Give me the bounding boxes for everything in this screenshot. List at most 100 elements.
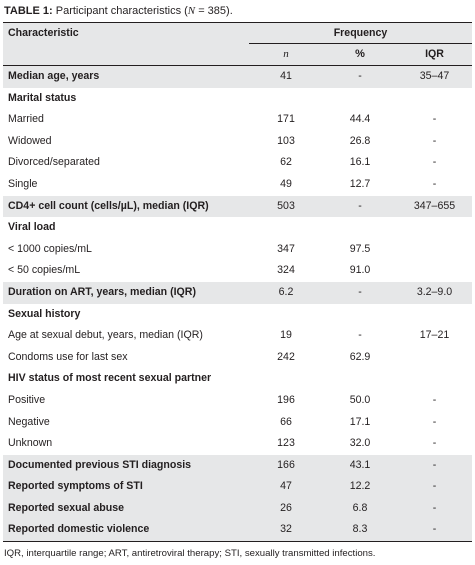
row-n: 47 <box>249 476 323 498</box>
row-n: 242 <box>277 350 295 363</box>
row-percent <box>323 368 397 390</box>
row-percent: 8.3 <box>323 519 397 543</box>
row-label: Positive <box>8 393 46 406</box>
header-frequency: Frequency <box>249 22 472 44</box>
row-n: 41 <box>249 65 323 88</box>
row-label: Unknown <box>8 437 53 450</box>
table-row: HIV status of most recent sexual partner <box>3 368 472 390</box>
row-iqr: - <box>432 437 437 450</box>
table-footnote: IQR, interquartile range; ART, antiretro… <box>4 548 376 560</box>
row-label: Married <box>8 113 44 126</box>
row-percent <box>323 217 397 239</box>
row-n: 171 <box>277 113 295 126</box>
row-iqr: - <box>432 415 437 428</box>
row-iqr: - <box>432 177 437 190</box>
row-n: 196 <box>277 393 295 406</box>
header-row-2: n % IQR <box>3 43 472 66</box>
caption-n-symbol: N <box>187 5 196 17</box>
row-percent: 12.7 <box>349 177 371 190</box>
row-percent: 17.1 <box>349 415 371 428</box>
row-label: Widowed <box>8 134 52 147</box>
row-percent: - <box>358 329 362 342</box>
table-row: CD4+ cell count (cells/µL), median (IQR)… <box>3 195 472 218</box>
row-percent: 62.9 <box>349 350 371 363</box>
table-row: Unknown 123 32.0 - <box>3 433 472 455</box>
table-row: Median age, years 41-35–47 <box>3 65 472 88</box>
table-row: Documented previous STI diagnosis 166 43.1… <box>3 454 472 477</box>
row-label: Reported symptoms of STI <box>3 476 249 498</box>
row-n <box>249 304 323 326</box>
row-percent: 50.0 <box>349 393 371 406</box>
row-label: Divorced/separated <box>8 156 100 169</box>
row-label: CD4+ cell count (cells/µL), median (IQR) <box>3 195 249 218</box>
row-iqr: - <box>397 454 472 477</box>
row-n: 123 <box>277 437 295 450</box>
row-percent <box>323 304 397 326</box>
row-label: Reported sexual abuse <box>3 497 249 520</box>
row-iqr: 3.2–9.0 <box>397 281 472 304</box>
row-label: Viral load <box>8 221 56 234</box>
participant-table: Characteristic Frequency n % IQR Median … <box>3 22 472 543</box>
table-row: Marital status <box>3 88 472 110</box>
header-percent: % <box>323 43 397 66</box>
row-label: Median age, years <box>3 65 249 88</box>
row-iqr: 347–655 <box>397 195 472 218</box>
table-container: TABLE 1: Participant characteristics (N … <box>3 0 472 559</box>
row-label: Single <box>8 177 38 190</box>
caption-label: TABLE 1: <box>4 5 53 17</box>
row-percent: 91.0 <box>349 264 371 277</box>
row-iqr: 35–47 <box>397 65 472 88</box>
row-percent: 43.1 <box>323 454 397 477</box>
row-iqr <box>397 368 472 390</box>
table-row: Sexual history <box>3 304 472 326</box>
table-row: < 1000 copies/mL 347 97.5 <box>3 239 472 261</box>
table-row: Reported sexual abuse 26 6.8- <box>3 497 472 520</box>
row-percent: 32.0 <box>349 437 371 450</box>
table-row: Positive 196 50.0 - <box>3 390 472 412</box>
row-iqr: - <box>397 519 472 543</box>
row-label: Age at sexual debut, years, median (IQR) <box>8 329 203 342</box>
row-percent: 16.1 <box>349 156 371 169</box>
table-row: Married 171 44.4 - <box>3 109 472 131</box>
row-percent: 97.5 <box>349 242 371 255</box>
row-n: 19 <box>280 329 292 342</box>
header-iqr: IQR <box>397 43 472 66</box>
row-label: < 50 copies/mL <box>8 264 81 277</box>
header-n: n <box>249 43 323 66</box>
row-n: 166 <box>249 454 323 477</box>
row-label: Marital status <box>8 91 77 104</box>
row-label: Sexual history <box>8 307 81 320</box>
caption-text-after: = 385). <box>195 5 233 17</box>
row-n: 347 <box>277 242 295 255</box>
row-n <box>249 217 323 239</box>
table-row: Single 49 12.7 - <box>3 174 472 196</box>
row-label: Duration on ART, years, median (IQR) <box>3 281 249 304</box>
row-n: 6.2 <box>249 281 323 304</box>
table-row: Viral load <box>3 217 472 239</box>
caption-text-before: Participant characteristics ( <box>52 5 188 17</box>
table-caption: TABLE 1: Participant characteristics (N … <box>3 0 472 22</box>
row-label: HIV status of most recent sexual partner <box>8 372 212 385</box>
row-percent: 26.8 <box>349 134 371 147</box>
row-n: 503 <box>249 195 323 218</box>
row-iqr: - <box>397 476 472 498</box>
row-label: Negative <box>8 415 50 428</box>
header-row-1: Characteristic Frequency <box>3 22 472 44</box>
row-percent <box>323 88 397 110</box>
row-iqr <box>397 347 472 369</box>
row-n <box>249 88 323 110</box>
row-iqr <box>397 217 472 239</box>
row-n: 324 <box>277 264 295 277</box>
row-n: 62 <box>280 156 292 169</box>
row-iqr <box>397 260 472 282</box>
table-row: < 50 copies/mL 324 91.0 <box>3 260 472 282</box>
row-percent: 6.8 <box>323 497 397 520</box>
table-row: Reported symptoms of STI 47 12.2- <box>3 476 472 498</box>
table-row: Negative 66 17.1 - <box>3 412 472 434</box>
row-label: Reported domestic violence <box>3 519 249 543</box>
header-blank <box>3 43 249 66</box>
row-iqr: - <box>432 113 437 126</box>
row-n: 103 <box>277 134 295 147</box>
table-row: Condoms use for last sex 242 62.9 <box>3 347 472 369</box>
row-percent: - <box>323 65 397 88</box>
